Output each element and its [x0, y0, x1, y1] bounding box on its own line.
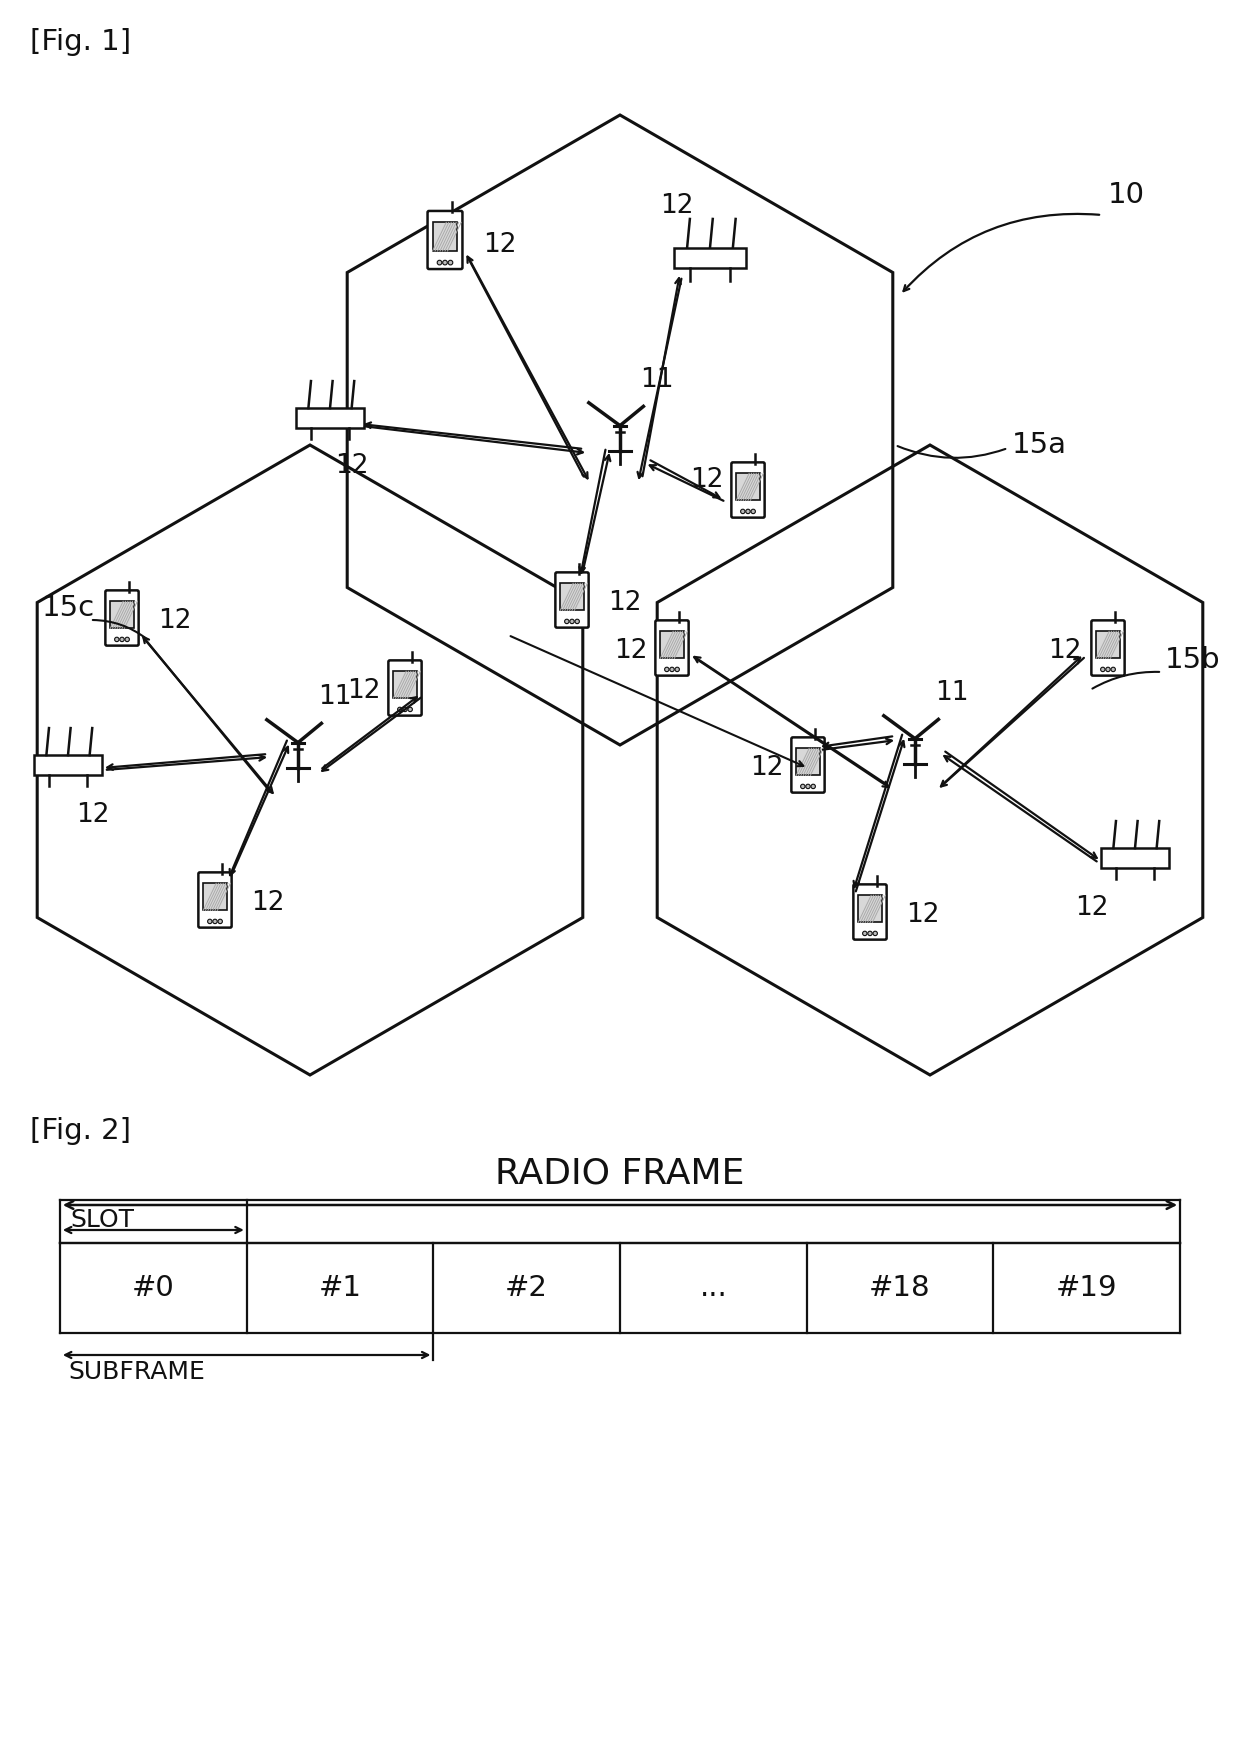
- Circle shape: [868, 932, 872, 935]
- Circle shape: [213, 919, 217, 923]
- Circle shape: [403, 708, 407, 711]
- FancyBboxPatch shape: [656, 620, 688, 676]
- Bar: [433, 222, 458, 252]
- Text: #0: #0: [131, 1273, 175, 1301]
- Text: #19: #19: [1056, 1273, 1117, 1301]
- Text: 11: 11: [317, 683, 351, 710]
- Circle shape: [1101, 667, 1105, 671]
- Circle shape: [125, 637, 129, 641]
- Circle shape: [448, 261, 453, 264]
- Circle shape: [1106, 667, 1110, 671]
- Bar: [35, 755, 102, 775]
- Text: [Fig. 2]: [Fig. 2]: [30, 1116, 131, 1145]
- Circle shape: [801, 784, 805, 789]
- Text: 12: 12: [335, 453, 368, 479]
- Text: ...: ...: [699, 1273, 727, 1301]
- Text: 12: 12: [660, 194, 693, 218]
- Bar: [296, 409, 315, 428]
- Circle shape: [806, 784, 810, 789]
- Circle shape: [575, 620, 579, 623]
- Text: 12: 12: [750, 755, 784, 780]
- FancyBboxPatch shape: [1091, 620, 1125, 676]
- FancyBboxPatch shape: [428, 211, 463, 269]
- Circle shape: [751, 509, 755, 514]
- Text: 15b: 15b: [1166, 646, 1220, 674]
- Text: 15a: 15a: [1012, 431, 1066, 460]
- Circle shape: [120, 637, 124, 641]
- Circle shape: [675, 667, 680, 671]
- FancyBboxPatch shape: [105, 590, 139, 646]
- Text: 12: 12: [157, 608, 191, 634]
- Text: 12: 12: [689, 467, 723, 493]
- Text: 12: 12: [250, 889, 284, 916]
- Bar: [675, 248, 745, 268]
- Circle shape: [438, 261, 441, 264]
- Text: 12: 12: [906, 902, 940, 928]
- FancyBboxPatch shape: [556, 572, 589, 627]
- Bar: [660, 630, 683, 659]
- Text: 12: 12: [608, 590, 641, 616]
- Text: 12: 12: [76, 801, 109, 828]
- Circle shape: [1111, 667, 1116, 671]
- Circle shape: [811, 784, 816, 789]
- Circle shape: [740, 509, 745, 514]
- Circle shape: [863, 932, 867, 935]
- Circle shape: [745, 509, 750, 514]
- Bar: [296, 409, 363, 428]
- FancyBboxPatch shape: [198, 872, 232, 928]
- Circle shape: [398, 708, 402, 711]
- Text: 11: 11: [935, 680, 968, 706]
- Text: #2: #2: [505, 1273, 548, 1301]
- FancyBboxPatch shape: [791, 738, 825, 792]
- Text: #18: #18: [869, 1273, 931, 1301]
- Bar: [1101, 849, 1120, 868]
- Text: 12: 12: [1048, 637, 1081, 664]
- Bar: [737, 474, 760, 500]
- FancyBboxPatch shape: [388, 660, 422, 715]
- Text: 11: 11: [640, 366, 673, 393]
- Circle shape: [570, 620, 574, 623]
- Bar: [110, 601, 134, 629]
- Circle shape: [670, 667, 675, 671]
- Circle shape: [207, 919, 212, 923]
- Bar: [675, 248, 694, 268]
- Text: 12: 12: [484, 232, 517, 259]
- Circle shape: [665, 667, 670, 671]
- Text: 10: 10: [1109, 181, 1145, 210]
- Text: 12: 12: [1075, 895, 1109, 921]
- Circle shape: [564, 620, 569, 623]
- Bar: [796, 748, 820, 775]
- Circle shape: [873, 932, 878, 935]
- Text: 12: 12: [347, 678, 381, 704]
- Text: RADIO FRAME: RADIO FRAME: [495, 1155, 745, 1190]
- FancyBboxPatch shape: [853, 884, 887, 940]
- Text: #1: #1: [319, 1273, 362, 1301]
- Text: 12: 12: [614, 637, 647, 664]
- Text: SUBFRAME: SUBFRAME: [68, 1359, 205, 1384]
- Bar: [393, 671, 417, 699]
- Circle shape: [218, 919, 222, 923]
- Bar: [858, 895, 882, 923]
- Bar: [1096, 630, 1120, 659]
- Text: [Fig. 1]: [Fig. 1]: [30, 28, 131, 56]
- Text: SLOT: SLOT: [69, 1208, 134, 1233]
- Circle shape: [114, 637, 119, 641]
- Bar: [203, 884, 227, 910]
- Circle shape: [443, 261, 448, 264]
- Bar: [1101, 849, 1169, 868]
- FancyBboxPatch shape: [732, 463, 765, 518]
- Text: 15c: 15c: [42, 593, 95, 622]
- Circle shape: [408, 708, 413, 711]
- Bar: [35, 755, 53, 775]
- Bar: [560, 583, 584, 611]
